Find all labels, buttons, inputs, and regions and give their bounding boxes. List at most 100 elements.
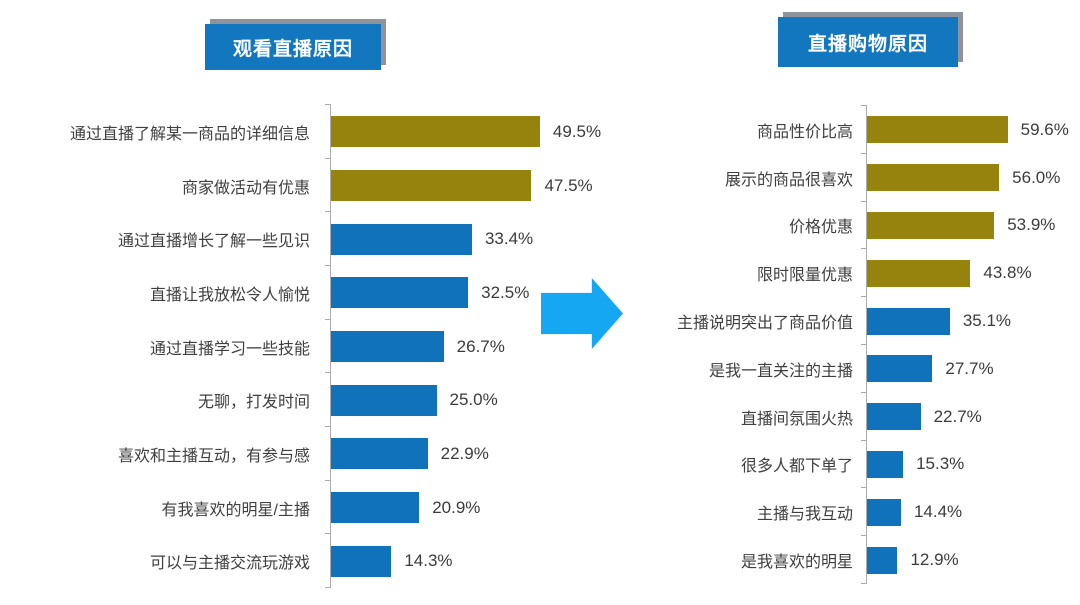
bar [331, 331, 444, 363]
plot-area: 32.5% [325, 265, 628, 320]
bar-row: 可以与主播交流玩游戏 14.3% [28, 533, 628, 589]
bar [331, 223, 472, 255]
bar-row: 有我喜欢的明星/主播 20.9% [28, 479, 628, 535]
bar-row: 通过直播学习一些技能 26.7% [28, 318, 628, 374]
category-label: 限时限量优惠 [756, 267, 853, 285]
bar-row: 商品性价比高 59.6% [660, 105, 1080, 154]
bar [867, 403, 921, 431]
plot-area: 47.5% [325, 157, 628, 213]
bar-row: 主播与我互动 14.4% [660, 487, 1080, 537]
category-label: 是我喜欢的明星 [740, 554, 853, 572]
bar [331, 492, 420, 524]
value-label: 14.3% [404, 551, 453, 571]
bar [867, 211, 995, 239]
bar-row: 直播让我放松令人愉悦 32.5% [28, 265, 628, 320]
bar-row: 是我喜欢的明星 12.9% [660, 535, 1080, 584]
value-label: 26.7% [456, 336, 505, 356]
value-label: 35.1% [962, 311, 1012, 331]
plot-area: 12.9% [861, 535, 1080, 584]
bar [867, 116, 1008, 144]
bar-row: 商家做活动有优惠 47.5% [28, 157, 628, 213]
bar [867, 546, 898, 574]
plot-area: 22.9% [325, 426, 628, 481]
bar [867, 259, 971, 287]
bar [331, 277, 469, 309]
category-label: 可以与主播交流玩游戏 [149, 555, 310, 573]
bar [331, 384, 437, 416]
bar-row: 展示的商品很喜欢 56.0% [660, 152, 1080, 202]
plot-area: 14.4% [861, 487, 1080, 537]
bar [867, 355, 933, 383]
category-label: 喜欢和主播互动，有参与感 [117, 447, 310, 465]
value-label: 32.5% [481, 282, 530, 302]
value-label: 22.7% [933, 406, 982, 426]
category-label: 有我喜欢的明星/主播 [161, 501, 310, 519]
bar [331, 545, 392, 577]
plot-area: 43.8% [861, 248, 1080, 298]
plot-area: 59.6% [861, 105, 1080, 154]
plot-area: 26.7% [325, 318, 628, 374]
value-label: 59.6% [1020, 119, 1069, 139]
bar-row: 喜欢和主播互动，有参与感 22.9% [28, 426, 628, 481]
value-label: 47.5% [544, 175, 593, 195]
right-chart-title: 直播购物原因 [778, 17, 958, 67]
value-label: 12.9% [910, 550, 959, 570]
value-label: 25.0% [449, 390, 498, 410]
category-label: 无聊，打发时间 [197, 394, 310, 412]
category-label: 主播与我互动 [756, 506, 853, 524]
watch-reasons-bar-chart: 通过直播了解某一商品的详细信息 49.5% 商家做活动有优惠 47.5% 通过直播增长了… [28, 104, 628, 589]
value-label: 27.7% [945, 358, 994, 378]
plot-area: 56.0% [861, 152, 1080, 202]
category-label: 展示的商品很喜欢 [724, 171, 853, 189]
bar [331, 116, 540, 148]
bar-row: 直播间氛围火热 22.7% [660, 391, 1080, 441]
plot-area: 33.4% [325, 211, 628, 267]
category-label: 主播说明突出了商品价值 [676, 315, 853, 333]
plot-area: 53.9% [861, 200, 1080, 250]
bar [331, 438, 428, 470]
plot-area: 35.1% [861, 296, 1080, 345]
bar [867, 307, 950, 335]
left-chart-title: 观看直播原因 [205, 24, 381, 70]
value-label: 14.4% [913, 502, 963, 522]
value-label: 33.4% [484, 229, 534, 249]
value-label: 56.0% [1012, 167, 1061, 187]
category-label: 直播间氛围火热 [740, 410, 853, 428]
bar-row: 很多人都下单了 15.3% [660, 439, 1080, 489]
plot-area: 25.0% [325, 372, 628, 428]
category-label: 通过直播增长了解一些见识 [117, 233, 310, 251]
bar-row: 限时限量优惠 43.8% [660, 248, 1080, 298]
bar [867, 450, 904, 478]
bar [867, 498, 901, 526]
bar-row: 主播说明突出了商品价值 35.1% [660, 296, 1080, 345]
category-label: 是我一直关注的主播 [708, 362, 853, 380]
bar-row: 通过直播了解某一商品的详细信息 49.5% [28, 104, 628, 159]
plot-area: 27.7% [861, 343, 1080, 393]
bar-row: 无聊，打发时间 25.0% [28, 372, 628, 428]
value-label: 22.9% [440, 443, 489, 463]
plot-area: 22.7% [861, 391, 1080, 441]
bar [867, 164, 1000, 192]
plot-area: 20.9% [325, 479, 628, 535]
category-label: 很多人都下单了 [740, 458, 853, 476]
category-label: 价格优惠 [788, 219, 853, 237]
category-label: 通过直播学习一些技能 [149, 340, 310, 358]
value-label: 20.9% [432, 497, 481, 517]
category-label: 商家做活动有优惠 [181, 179, 310, 197]
bar-row: 是我一直关注的主播 27.7% [660, 343, 1080, 393]
category-label: 商品性价比高 [756, 123, 853, 141]
bar [331, 170, 532, 201]
category-label: 通过直播了解某一商品的详细信息 [69, 125, 310, 143]
plot-area: 15.3% [861, 439, 1080, 489]
value-label: 49.5% [552, 121, 602, 141]
plot-area: 49.5% [325, 104, 628, 159]
bar-row: 价格优惠 53.9% [660, 200, 1080, 250]
value-label: 53.9% [1007, 215, 1056, 235]
plot-area: 14.3% [325, 533, 628, 589]
value-label: 43.8% [983, 263, 1032, 283]
category-label: 直播让我放松令人愉悦 [149, 286, 310, 304]
shopping-reasons-bar-chart: 商品性价比高 59.6% 展示的商品很喜欢 56.0% 价格优惠 53.9% 限时限量优惠 4… [660, 105, 1080, 584]
bar-row: 通过直播增长了解一些见识 33.4% [28, 211, 628, 267]
value-label: 15.3% [916, 454, 965, 474]
